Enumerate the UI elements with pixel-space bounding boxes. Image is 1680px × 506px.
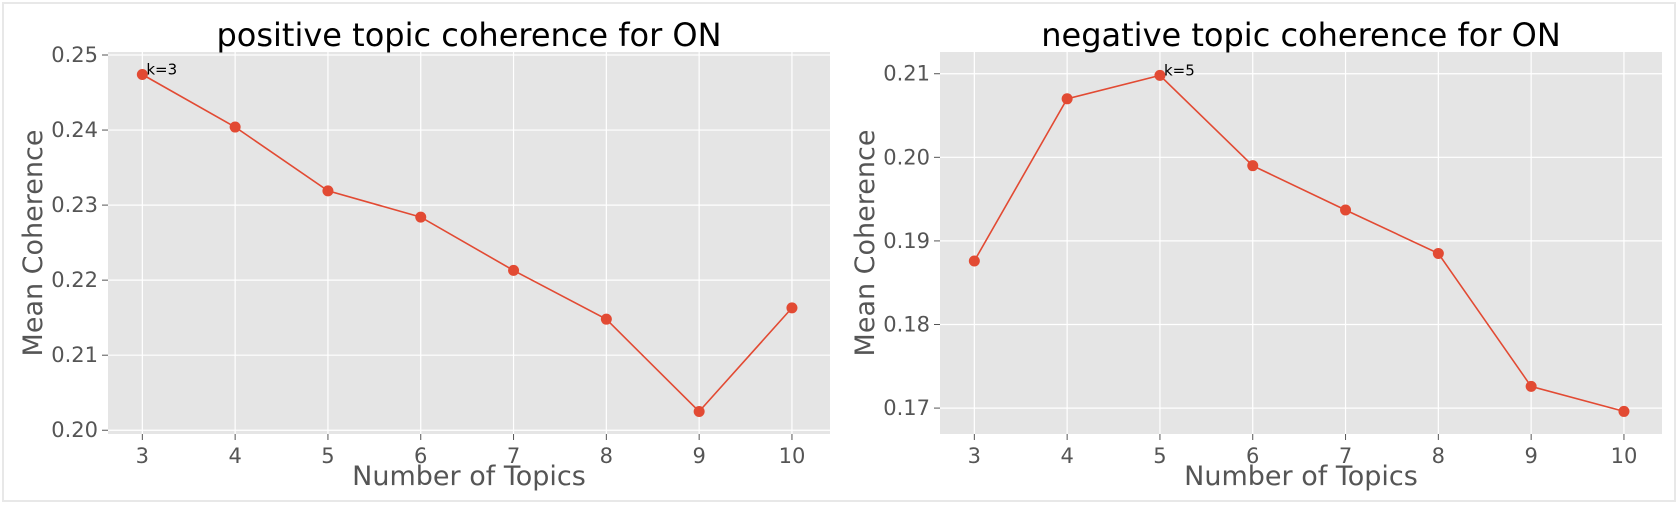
data-point (1154, 69, 1166, 81)
data-point (600, 313, 612, 325)
x-tick-label: 10 (1611, 444, 1638, 468)
chart-title-positive: positive topic coherence for ON (216, 16, 721, 54)
y-tick-label: 0.24 (51, 118, 98, 142)
y-tick-label: 0.25 (51, 43, 98, 67)
y-tick-label: 0.17 (883, 396, 930, 420)
y-tick-label: 0.23 (51, 193, 98, 217)
data-point (1618, 405, 1630, 417)
x-tick-label: 4 (228, 444, 241, 468)
x-tick-label: 10 (779, 444, 806, 468)
chart-negative: 3 4 5 6 7 8 9 10 0.17 0.18 0.19 0.20 0.21 negative t… (850, 16, 1662, 492)
x-tick-label: 5 (321, 444, 334, 468)
chart-positive: 3 4 5 6 7 8 9 10 0.20 0.21 0.22 0.23 0.24 0.25 positi… (18, 16, 830, 492)
x-tick-label: 3 (968, 444, 981, 468)
y-tick-label: 0.18 (883, 312, 930, 336)
x-tick-label: 5 (1153, 444, 1166, 468)
data-point (1340, 204, 1352, 216)
x-tick-label: 7 (507, 444, 520, 468)
chart-title-negative: negative topic coherence for ON (1041, 16, 1561, 54)
y-axis-label-negative: Mean Coherence (850, 130, 881, 357)
data-point (1061, 93, 1073, 105)
x-tick-label: 8 (1432, 444, 1445, 468)
series-negative (968, 69, 1630, 417)
annotation-negative: k=5 (1164, 61, 1195, 79)
x-tick-label: 6 (414, 444, 427, 468)
x-tick-label: 4 (1060, 444, 1073, 468)
series-line (141, 73, 793, 413)
data-point (1432, 247, 1444, 259)
data-point (1247, 160, 1259, 172)
x-tick-label: 6 (1246, 444, 1259, 468)
ticks-negative: 3 4 5 6 7 8 9 10 0.17 0.18 0.19 0.20 0.21 (883, 62, 1637, 468)
y-tick-label: 0.20 (51, 418, 98, 442)
y-tick-label: 0.21 (51, 343, 98, 367)
x-tick-label: 9 (1524, 444, 1537, 468)
data-point (229, 121, 241, 133)
y-tick-label: 0.21 (883, 62, 930, 86)
y-tick-label: 0.22 (51, 268, 98, 292)
x-tick-label: 9 (692, 444, 705, 468)
data-point (508, 264, 520, 276)
data-point (1525, 380, 1537, 392)
plot-area-negative (940, 52, 1662, 434)
data-point (968, 255, 980, 267)
x-axis-label-negative: Number of Topics (1184, 461, 1418, 492)
x-axis-label-positive: Number of Topics (352, 461, 586, 492)
data-point (693, 405, 705, 417)
grid-negative (940, 52, 1662, 434)
y-tick-label: 0.19 (883, 229, 930, 253)
data-point (136, 69, 148, 81)
series-line (973, 74, 1625, 413)
x-tick-label: 3 (136, 444, 149, 468)
annotation-positive: k=3 (146, 61, 177, 79)
x-tick-label: 7 (1339, 444, 1352, 468)
charts-canvas: 3 4 5 6 7 8 9 10 0.20 0.21 0.22 0.23 0.24 0.25 positi… (18, 16, 1662, 492)
x-tick-label: 8 (600, 444, 613, 468)
data-point (322, 185, 334, 197)
data-point (786, 302, 798, 314)
y-tick-label: 0.20 (883, 145, 930, 169)
y-axis-label-positive: Mean Coherence (18, 130, 49, 357)
data-point (415, 211, 427, 223)
grid-positive (108, 52, 830, 434)
plot-area-positive (108, 52, 830, 434)
series-positive (136, 69, 798, 417)
ticks-positive: 3 4 5 6 7 8 9 10 0.20 0.21 0.22 0.23 0.24 0.25 (51, 43, 805, 468)
